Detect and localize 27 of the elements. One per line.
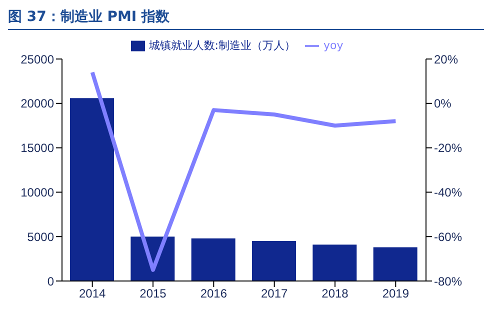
y2-tick-label: 0% (434, 96, 452, 111)
y2-tick-label: 20% (434, 52, 458, 66)
line-series (90, 70, 398, 272)
bar (70, 98, 114, 281)
y-tick-label: 5000 (27, 230, 54, 244)
bar (312, 244, 357, 281)
y-tick-label: 0 (47, 274, 54, 288)
x-tick-label: 2019 (382, 286, 410, 301)
y-tick-label: 25000 (20, 52, 54, 66)
y2-tick-label: -20% (434, 141, 462, 156)
x-tick-label: 2017 (260, 286, 288, 301)
y-tick-label: 10000 (20, 185, 54, 200)
bar (373, 247, 418, 281)
y2-tick-label: -60% (434, 230, 462, 244)
x-tick-label: 2014 (78, 286, 106, 301)
x-tick-label: 2018 (322, 286, 349, 301)
x-tick-label: 2015 (140, 286, 167, 301)
bar (191, 238, 236, 281)
bar (252, 241, 296, 281)
x-tick-label: 2016 (200, 286, 228, 301)
y-tick-label: 20000 (20, 96, 54, 111)
legend-label: 城镇就业人数:制造业（万人） (148, 39, 296, 52)
legend-label: yoy (323, 39, 344, 52)
y2-tick-label: -40% (434, 185, 462, 200)
y2-tick-label: -80% (434, 274, 462, 288)
y-tick-label: 15000 (20, 141, 54, 156)
chart-title: 图 37：制造业 PMI 指数 (8, 8, 484, 30)
